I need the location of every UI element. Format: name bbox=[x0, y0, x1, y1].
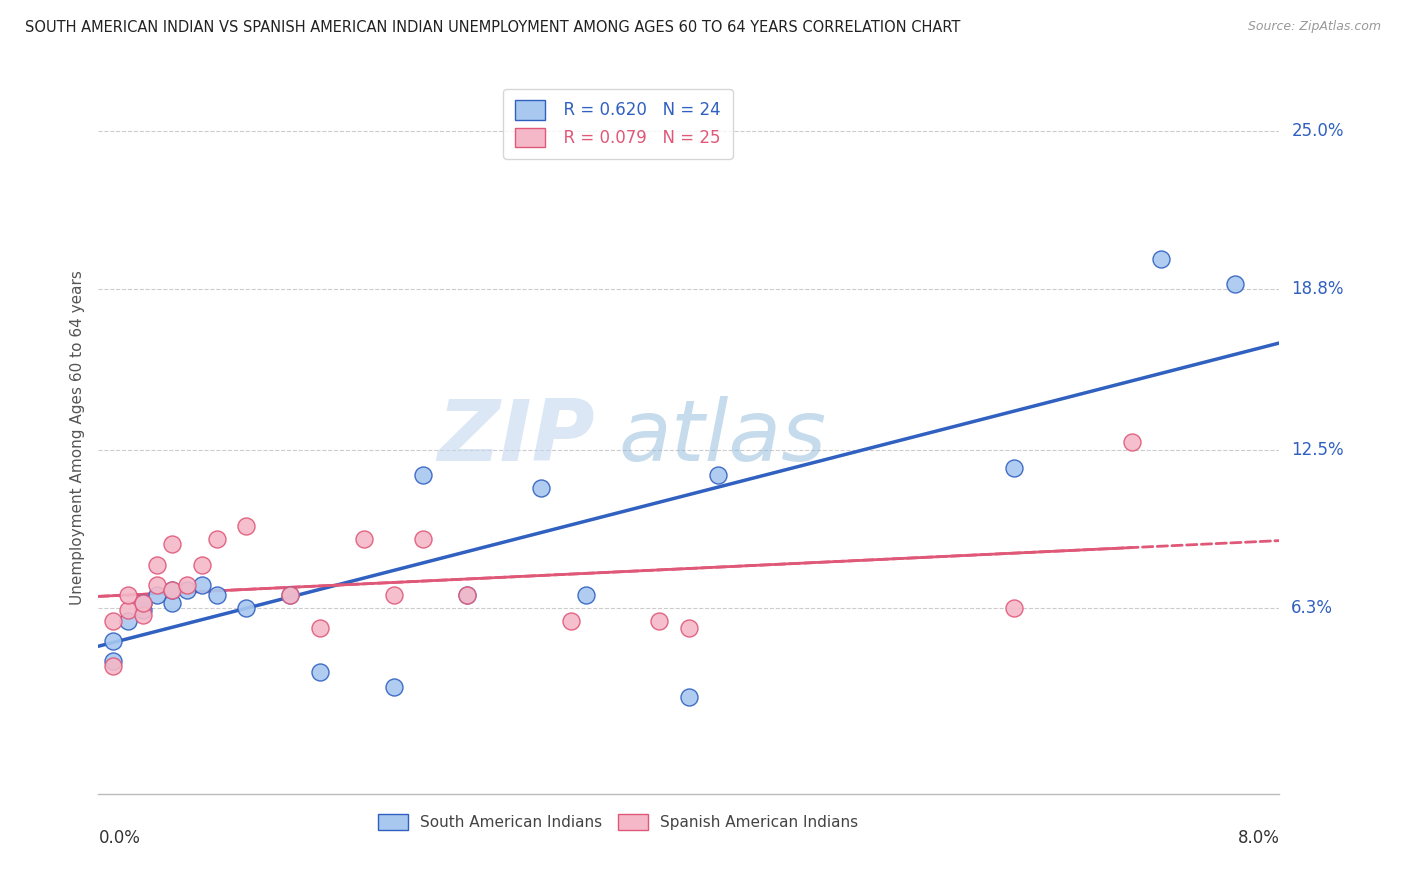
Point bbox=[678, 690, 700, 704]
Point bbox=[103, 614, 125, 628]
Point bbox=[103, 634, 125, 648]
Point bbox=[132, 596, 155, 610]
Point bbox=[309, 665, 332, 679]
Legend: South American Indians, Spanish American Indians: South American Indians, Spanish American… bbox=[371, 808, 865, 836]
Y-axis label: Unemployment Among Ages 60 to 64 years: Unemployment Among Ages 60 to 64 years bbox=[69, 269, 84, 605]
Point bbox=[648, 614, 671, 628]
Point bbox=[1225, 277, 1247, 292]
Point bbox=[382, 680, 405, 694]
Point bbox=[117, 614, 139, 628]
Point bbox=[191, 558, 214, 572]
Point bbox=[530, 481, 553, 495]
Point bbox=[457, 588, 479, 602]
Text: 8.0%: 8.0% bbox=[1237, 829, 1279, 847]
Text: ZIP: ZIP bbox=[437, 395, 595, 479]
Point bbox=[280, 588, 302, 602]
Point bbox=[1002, 460, 1025, 475]
Point bbox=[103, 659, 125, 673]
Text: 6.3%: 6.3% bbox=[1291, 599, 1333, 617]
Point bbox=[162, 582, 183, 597]
Point bbox=[309, 621, 332, 635]
Point bbox=[280, 588, 302, 602]
Point bbox=[235, 519, 257, 533]
Point bbox=[412, 468, 434, 483]
Point bbox=[1002, 600, 1025, 615]
Point bbox=[117, 603, 139, 617]
Point bbox=[117, 588, 139, 602]
Point bbox=[707, 468, 730, 483]
Text: 25.0%: 25.0% bbox=[1291, 122, 1344, 140]
Point bbox=[146, 588, 169, 602]
Point bbox=[162, 537, 183, 551]
Text: atlas: atlas bbox=[619, 395, 827, 479]
Text: 0.0%: 0.0% bbox=[98, 829, 141, 847]
Point bbox=[176, 578, 198, 592]
Point bbox=[353, 532, 375, 546]
Point bbox=[132, 596, 155, 610]
Text: Source: ZipAtlas.com: Source: ZipAtlas.com bbox=[1247, 20, 1381, 33]
Point bbox=[678, 621, 700, 635]
Point bbox=[205, 532, 228, 546]
Point bbox=[235, 600, 257, 615]
Point bbox=[176, 582, 198, 597]
Text: SOUTH AMERICAN INDIAN VS SPANISH AMERICAN INDIAN UNEMPLOYMENT AMONG AGES 60 TO 6: SOUTH AMERICAN INDIAN VS SPANISH AMERICA… bbox=[25, 20, 960, 35]
Point bbox=[205, 588, 228, 602]
Point bbox=[146, 578, 169, 592]
Point bbox=[575, 588, 598, 602]
Point bbox=[382, 588, 405, 602]
Point bbox=[560, 614, 582, 628]
Point bbox=[132, 608, 155, 623]
Point bbox=[1150, 252, 1173, 266]
Point bbox=[162, 582, 183, 597]
Point bbox=[132, 603, 155, 617]
Point bbox=[103, 654, 125, 668]
Text: 12.5%: 12.5% bbox=[1291, 441, 1344, 458]
Point bbox=[1121, 435, 1143, 450]
Point bbox=[146, 558, 169, 572]
Text: 18.8%: 18.8% bbox=[1291, 280, 1344, 298]
Point bbox=[162, 596, 183, 610]
Point bbox=[457, 588, 479, 602]
Point bbox=[191, 578, 214, 592]
Point bbox=[412, 532, 434, 546]
